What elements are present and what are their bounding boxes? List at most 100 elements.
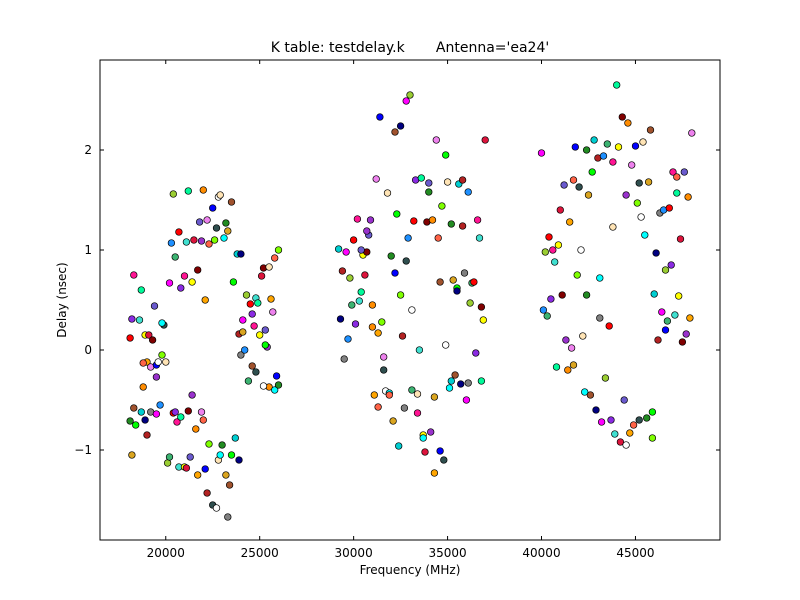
data-point xyxy=(194,471,202,479)
data-point xyxy=(126,334,134,342)
data-point xyxy=(545,233,553,241)
data-point xyxy=(607,416,615,424)
data-point xyxy=(201,296,209,304)
data-point xyxy=(222,219,230,227)
data-point xyxy=(626,429,634,437)
data-point xyxy=(650,290,658,298)
data-point xyxy=(543,312,551,320)
data-point xyxy=(177,413,185,421)
data-point xyxy=(130,404,138,412)
data-point xyxy=(239,316,247,324)
data-point xyxy=(675,292,683,300)
data-point xyxy=(227,451,236,459)
data-point xyxy=(378,318,386,326)
data-point xyxy=(541,248,549,256)
data-point xyxy=(254,299,262,307)
data-point xyxy=(586,391,595,399)
data-point xyxy=(171,408,179,416)
data-point xyxy=(171,253,179,261)
data-point xyxy=(569,176,578,184)
data-point xyxy=(684,193,692,201)
data-point xyxy=(577,246,585,254)
data-point xyxy=(603,140,611,148)
data-point xyxy=(380,353,388,361)
data-point xyxy=(385,391,393,399)
data-point xyxy=(158,319,166,327)
data-point xyxy=(434,234,442,242)
data-point xyxy=(631,142,640,150)
data-point xyxy=(400,404,409,412)
data-point xyxy=(442,151,450,159)
data-point xyxy=(464,188,472,196)
data-point xyxy=(201,465,209,473)
data-point xyxy=(404,234,412,242)
data-point xyxy=(248,310,256,318)
data-point xyxy=(652,249,660,257)
data-point xyxy=(601,374,610,382)
axis-ticks: 20000 25000 30000 35000 40000 45000 −1 0 1 2 xyxy=(74,60,720,560)
data-point xyxy=(184,407,192,415)
data-point xyxy=(438,202,446,210)
data-point xyxy=(197,408,206,416)
data-point xyxy=(611,430,619,438)
data-point xyxy=(173,418,181,426)
data-point xyxy=(458,222,467,230)
data-point xyxy=(126,417,134,425)
data-point xyxy=(224,227,232,235)
data-point xyxy=(447,220,455,228)
data-point xyxy=(197,237,206,245)
data-point xyxy=(194,266,202,274)
data-point xyxy=(613,81,621,89)
data-point xyxy=(272,372,281,380)
data-point xyxy=(415,346,424,354)
data-point xyxy=(205,440,213,448)
data-point xyxy=(460,269,469,277)
data-point xyxy=(408,306,416,314)
data-point xyxy=(622,191,630,199)
data-point xyxy=(391,128,399,136)
y-tick-label: −1 xyxy=(74,443,92,457)
data-point xyxy=(413,390,422,398)
data-point xyxy=(669,168,677,176)
data-point xyxy=(447,377,455,385)
data-point xyxy=(368,323,377,331)
data-point xyxy=(462,396,471,404)
data-point xyxy=(212,504,221,512)
data-point xyxy=(257,272,266,280)
data-point xyxy=(162,358,170,366)
data-point xyxy=(646,126,655,134)
data-point xyxy=(186,453,194,461)
data-point xyxy=(165,279,174,287)
data-point xyxy=(458,176,467,184)
data-point xyxy=(349,236,358,244)
data-point xyxy=(239,328,247,336)
data-point xyxy=(537,149,546,157)
data-point xyxy=(150,302,159,310)
data-point xyxy=(569,361,578,369)
data-point xyxy=(654,336,662,344)
data-point xyxy=(156,401,164,409)
data-point xyxy=(445,384,454,392)
data-point xyxy=(579,332,587,340)
data-point xyxy=(644,178,653,186)
data-point xyxy=(667,261,675,269)
data-point xyxy=(128,451,136,459)
data-point xyxy=(635,416,643,424)
data-point xyxy=(475,234,484,242)
data-point xyxy=(635,179,643,187)
data-point xyxy=(402,257,410,265)
data-point xyxy=(139,359,147,367)
data-point xyxy=(562,336,570,344)
data-point xyxy=(633,199,641,207)
data-point xyxy=(203,489,211,497)
data-point xyxy=(686,314,694,322)
plot-area xyxy=(100,60,720,540)
x-tick-label: 25000 xyxy=(241,546,279,560)
data-point xyxy=(398,332,407,340)
data-point xyxy=(361,271,369,279)
data-point xyxy=(351,320,360,328)
data-point xyxy=(137,408,145,416)
data-point xyxy=(229,278,238,286)
data-point xyxy=(413,409,422,417)
data-point xyxy=(158,351,166,359)
